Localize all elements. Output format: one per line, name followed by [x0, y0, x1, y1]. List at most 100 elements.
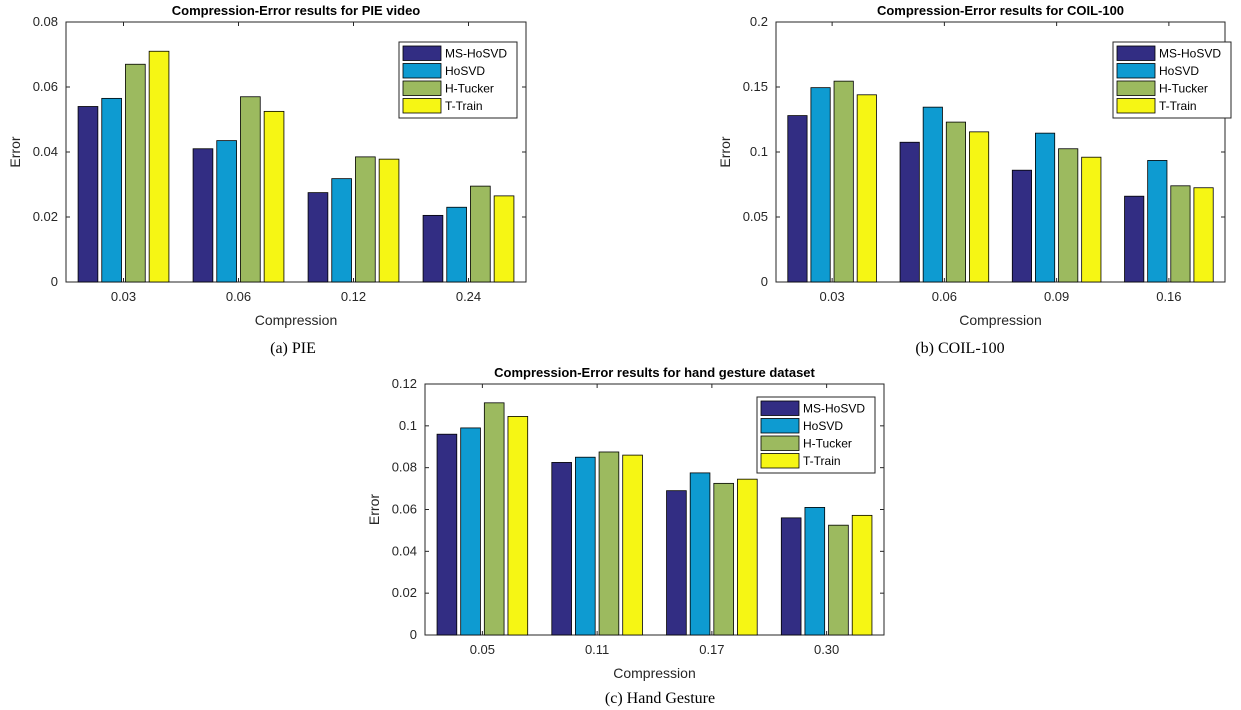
- bar-h-tucker-0_16: [1170, 185, 1191, 283]
- bar-hosvd-0_05: [460, 427, 481, 636]
- y-axis-label: Error: [7, 136, 23, 167]
- bar-t-train-0_16: [1193, 187, 1214, 283]
- legend-swatch-ms-hosvd: [1116, 45, 1156, 61]
- y-tick-label: 0.02: [33, 209, 58, 224]
- x-axis-label: Compression: [255, 312, 337, 328]
- legend-swatch-ms-hosvd: [760, 400, 800, 416]
- legend-swatch-hosvd: [1116, 63, 1156, 79]
- legend-swatch-h-tucker: [760, 435, 800, 451]
- bar-t-train-0_11: [622, 454, 643, 636]
- bar-h-tucker-0_06: [240, 96, 261, 283]
- y-tick-label: 0.08: [392, 460, 417, 475]
- legend-label-ms-hosvd: MS-HoSVD: [1159, 47, 1221, 61]
- bar-ms-hosvd-0_09: [1011, 169, 1032, 283]
- axes: 0 0.05 0.1 0.15 0.2 0.03 0.06 0.09 0.16: [743, 14, 1226, 304]
- caption-c: (c) Hand Gesture: [604, 690, 716, 707]
- bar-hosvd-0_06: [216, 140, 237, 283]
- y-tick-label: 0: [761, 274, 768, 289]
- bar-t-train-0_03: [148, 50, 170, 283]
- bar-t-train-0_03: [856, 94, 877, 283]
- bar-h-tucker-0_03: [125, 63, 146, 283]
- legend-label-ms-hosvd: MS-HoSVD: [803, 402, 865, 416]
- legend-label-h-tucker: H-Tucker: [1159, 82, 1208, 96]
- y-tick-label: 0.12: [392, 376, 417, 391]
- legend-label-t-train: T-Train: [445, 99, 483, 113]
- x-tick-label: 0.09: [1044, 289, 1069, 304]
- bar-ms-hosvd-0_03: [77, 106, 99, 283]
- bar-h-tucker-0_11: [598, 451, 620, 636]
- x-tick-label: 0.30: [814, 642, 839, 657]
- legend-label-ms-hosvd: MS-HoSVD: [445, 47, 507, 61]
- bar-ms-hosvd-0_30: [780, 517, 802, 636]
- bar-t-train-0_30: [851, 514, 873, 636]
- x-axis-label: Compression: [959, 312, 1041, 328]
- x-tick-label: 0.06: [226, 289, 251, 304]
- axes: 0 0.02 0.04 0.06 0.08 0.03 0.06 0.12 0.24: [33, 14, 527, 304]
- x-tick-label: 0.03: [111, 289, 136, 304]
- bar-h-tucker-0_24: [470, 185, 491, 283]
- bar-t-train-0_06: [263, 110, 285, 283]
- legend-label-h-tucker: H-Tucker: [803, 437, 852, 451]
- y-tick-label: 0: [410, 627, 417, 642]
- bar-ms-hosvd-0_16: [1124, 195, 1145, 283]
- bar-hosvd-0_11: [575, 456, 596, 636]
- y-tick-label: 0.06: [33, 79, 58, 94]
- legend-swatch-t-train: [402, 98, 442, 114]
- bar-ms-hosvd-0_24: [422, 214, 444, 283]
- bars: [77, 50, 515, 283]
- bar-h-tucker-0_06: [945, 121, 966, 283]
- chart-title: Compression-Error results for hand gestu…: [494, 365, 815, 380]
- bar-hosvd-0_17: [689, 472, 711, 636]
- bar-h-tucker-0_17: [713, 482, 734, 636]
- x-tick-label: 0.24: [456, 289, 481, 304]
- bar-ms-hosvd-0_06: [192, 148, 214, 283]
- legend-swatch-t-train: [760, 453, 800, 469]
- bar-t-train-0_12: [378, 158, 400, 283]
- axes: 0 0.02 0.04 0.06 0.08 0.1 0.12 0.05 0.11 0.17 0.30: [392, 376, 885, 657]
- bar-h-tucker-0_05: [483, 402, 505, 636]
- bar-t-train-0_24: [493, 195, 515, 283]
- y-tick-label: 0.04: [33, 144, 58, 159]
- bar-hosvd-0_24: [446, 206, 467, 283]
- y-tick-label: 0.2: [750, 14, 768, 29]
- legend-label-t-train: T-Train: [803, 454, 841, 468]
- y-tick-label: 0.02: [392, 585, 417, 600]
- legend-swatch-hosvd: [760, 418, 800, 434]
- y-tick-label: 0.15: [743, 79, 768, 94]
- x-tick-label: 0.12: [341, 289, 366, 304]
- legend-label-hosvd: HoSVD: [803, 419, 843, 433]
- legend-label-hosvd: HoSVD: [1159, 64, 1199, 78]
- chart-title: Compression-Error results for PIE video: [172, 3, 421, 18]
- bar-hosvd-0_03: [101, 97, 122, 283]
- y-tick-label: 0: [51, 274, 58, 289]
- x-tick-label: 0.03: [819, 289, 844, 304]
- legend: MS-HoSVD HoSVD H-Tucker T-Train: [398, 41, 518, 119]
- bar-ms-hosvd-0_06: [899, 141, 920, 283]
- legend-swatch-ms-hosvd: [402, 45, 442, 61]
- bar-t-train-0_06: [969, 131, 990, 283]
- y-tick-label: 0.04: [392, 543, 417, 558]
- caption-a: (a) PIE: [270, 340, 316, 357]
- bar-ms-hosvd-0_05: [436, 433, 458, 636]
- bar-hosvd-0_09: [1035, 132, 1056, 283]
- y-axis-label: Error: [366, 494, 382, 525]
- y-axis-label: Error: [717, 136, 733, 167]
- bar-ms-hosvd-0_03: [787, 115, 808, 283]
- bar-t-train-0_17: [737, 478, 758, 636]
- legend-label-t-train: T-Train: [1159, 99, 1197, 113]
- x-tick-label: 0.05: [470, 642, 495, 657]
- legend: MS-HoSVD HoSVD H-Tucker T-Train: [1112, 41, 1232, 119]
- legend-swatch-hosvd: [402, 63, 442, 79]
- y-tick-label: 0.1: [399, 418, 417, 433]
- caption-b: (b) COIL-100: [915, 340, 1005, 357]
- y-tick-label: 0.06: [392, 502, 417, 517]
- x-axis-label: Compression: [613, 665, 695, 681]
- bar-h-tucker-0_12: [355, 156, 376, 283]
- bar-hosvd-0_06: [922, 106, 943, 283]
- bar-hosvd-0_30: [804, 507, 826, 636]
- bar-ms-hosvd-0_12: [307, 192, 329, 283]
